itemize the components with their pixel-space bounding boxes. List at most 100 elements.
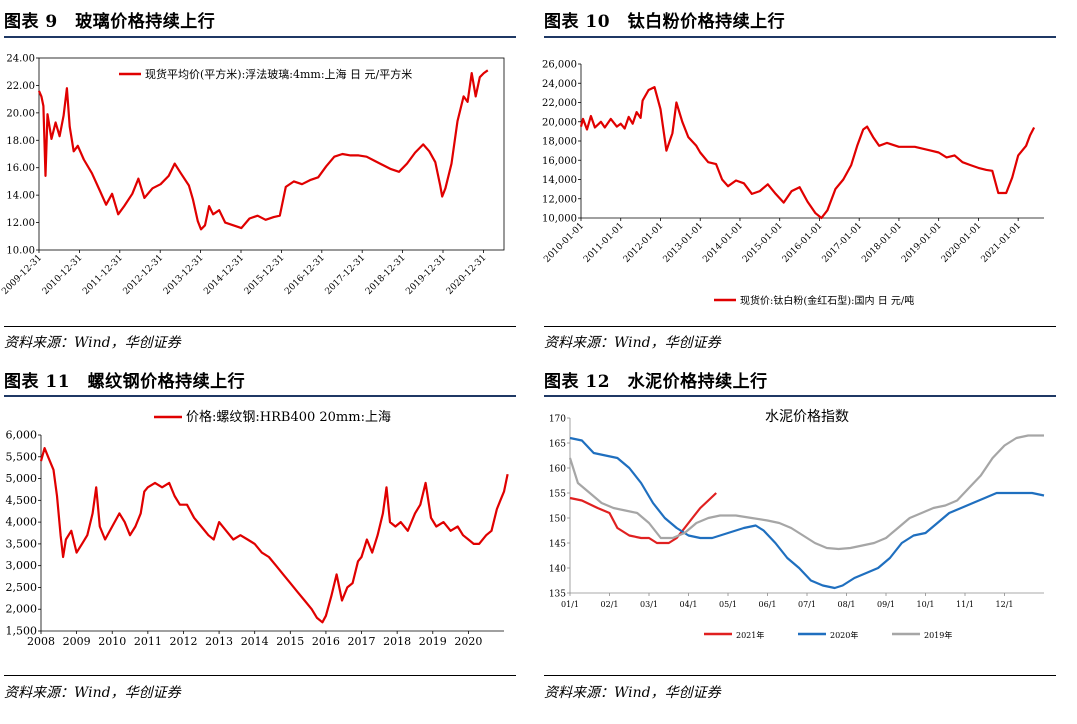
y-tick-label: 155 <box>549 490 566 500</box>
x-tick-label: 2017-01-01 <box>821 221 865 265</box>
x-tick-label: 2018 <box>383 635 411 648</box>
plot-frame <box>38 57 505 251</box>
x-tick-label: 2015-01-01 <box>741 221 785 265</box>
source-rule <box>544 326 1056 327</box>
y-tick-label: 140 <box>549 565 566 575</box>
y-tick-label: 4,000 <box>6 516 38 529</box>
x-tick-label: 06/1 <box>759 600 777 609</box>
x-tick-label: 2020-12-31 <box>445 253 489 297</box>
x-tick-label: 10/1 <box>917 600 935 609</box>
y-tick-label: 160 <box>549 465 566 475</box>
x-tick-label: 2012 <box>169 635 197 648</box>
y-tick-label: 20.00 <box>6 108 35 119</box>
source-rule <box>4 326 516 327</box>
y-tick-label: 16,000 <box>542 156 577 167</box>
y-tick-label: 18,000 <box>542 137 577 148</box>
y-tick-label: 16.00 <box>6 163 35 174</box>
y-tick-label: 2,500 <box>6 581 38 594</box>
panel-titanium: 图表 10 钛白粉价格持续上行 10,000 12,000 14,000 16,000… <box>542 0 1056 362</box>
source-rule <box>544 675 1056 676</box>
x-tick-label: 2010-01-01 <box>542 221 586 265</box>
y-tick-label: 5,500 <box>6 450 38 463</box>
y-tick-label: 5,000 <box>6 472 38 485</box>
legend-label: 2021年 <box>736 630 764 640</box>
y-tick-label: 1,500 <box>6 625 38 638</box>
x-tick-label: 2013-12-31 <box>162 253 206 297</box>
x-tick-label: 2017 <box>348 635 376 648</box>
x-tick-label: 2011 <box>134 635 162 648</box>
series-line <box>579 86 1036 220</box>
x-tick-label: 2017-12-31 <box>324 253 368 297</box>
y-tick-label: 10,000 <box>542 214 577 225</box>
x-tick-label: 2011-12-31 <box>81 253 125 297</box>
panel-title: 图表 11 螺纹钢价格持续上行 <box>4 372 246 392</box>
x-tick-label: 03/1 <box>640 600 658 609</box>
chart-cement-index: 135 140 145 150 155 160 165 170 01/1 02/1 03/1 04/1… <box>549 409 1045 640</box>
x-tick-label: 11/1 <box>956 600 974 609</box>
x-tick-label: 2016 <box>312 635 340 648</box>
x-tick-label: 2015 <box>276 635 304 648</box>
y-tick-label: 3,000 <box>6 559 38 572</box>
x-tick-label: 2019-01-01 <box>900 221 944 265</box>
x-tick-label: 2010-12-31 <box>41 253 85 297</box>
legend-label: 现货平均价(平方米):浮法玻璃:4mm:上海 日 元/平方米 <box>145 67 412 81</box>
y-tick-label: 24.00 <box>6 54 35 65</box>
y-tick-label: 6,000 <box>6 429 38 442</box>
x-tick-label: 08/1 <box>838 600 856 609</box>
x-tick-label: 2012-01-01 <box>622 221 666 265</box>
title-rule <box>4 36 516 38</box>
chart-glass-price: 10.00 12.00 14.00 16.00 18.00 20.00 22.00 24.00… <box>0 54 505 297</box>
series-line <box>569 436 1045 590</box>
x-tick-label: 05/1 <box>719 600 737 609</box>
x-tick-label: 2008 <box>27 635 55 648</box>
panel-rebar: 图表 11 螺纹钢价格持续上行 1,500 2,000 2,500 3,000 3,50… <box>4 362 516 724</box>
x-tick-label: 2020 <box>454 635 482 648</box>
x-tick-label: 2014 <box>241 635 269 648</box>
source-note: 资料来源：Wind，华创证券 <box>4 685 181 701</box>
panel-title: 图表 10 钛白粉价格持续上行 <box>544 12 786 32</box>
x-tick-label: 2018-12-31 <box>364 253 408 297</box>
chart-rebar-price: 1,500 2,000 2,500 3,000 3,500 4,000 4,500 5,000… <box>6 409 509 648</box>
panel-glass: 图表 9 玻璃价格持续上行 10.00 12.00 14.00 16.00 18.00 2… <box>0 0 516 362</box>
y-tick-label: 26,000 <box>542 60 577 71</box>
y-tick-label: 3,500 <box>6 537 38 550</box>
series-line <box>569 492 717 545</box>
x-tick-label: 2021-01-01 <box>980 221 1024 265</box>
y-tick-label: 10.00 <box>6 246 35 257</box>
x-tick-label: 2011-01-01 <box>582 221 626 265</box>
x-tick-label: 04/1 <box>680 600 698 609</box>
legend-label: 2019年 <box>924 630 952 640</box>
x-tick-label: 2009-12-31 <box>0 253 44 297</box>
y-tick-label: 165 <box>549 440 566 450</box>
x-tick-label: 2013 <box>205 635 233 648</box>
source-note: 资料来源：Wind，华创证券 <box>4 335 181 351</box>
x-tick-label: 2019-12-31 <box>404 253 448 297</box>
y-tick-label: 12.00 <box>6 218 35 229</box>
x-tick-label: 2016-12-31 <box>283 253 327 297</box>
chart-titanium-price: 10,000 12,000 14,000 16,000 18,000 20,000 22,0… <box>542 60 1044 307</box>
x-tick-label: 2018-01-01 <box>860 221 904 265</box>
y-tick-label: 22.00 <box>6 81 35 92</box>
legend-label: 2020年 <box>830 630 858 640</box>
y-tick-label: 12,000 <box>542 194 577 205</box>
series-line <box>39 447 509 624</box>
y-tick-label: 135 <box>549 590 566 600</box>
y-tick-label: 145 <box>549 540 566 550</box>
panel-cement: 图表 12 水泥价格持续上行 135 140 145 150 155 160 165 170 0… <box>544 362 1056 724</box>
y-tick-label: 170 <box>549 415 566 425</box>
x-tick-label: 2019 <box>419 635 447 648</box>
panel-title: 图表 9 玻璃价格持续上行 <box>4 12 216 32</box>
source-note: 资料来源：Wind，华创证券 <box>544 685 721 701</box>
x-tick-label: 2012-12-31 <box>122 253 166 297</box>
x-tick-label: 2010 <box>98 635 126 648</box>
x-tick-label: 07/1 <box>798 600 816 609</box>
source-note: 资料来源：Wind，华创证券 <box>544 335 721 351</box>
x-tick-label: 12/1 <box>996 600 1014 609</box>
x-tick-label: 2015-12-31 <box>243 253 287 297</box>
x-tick-label: 2016-01-01 <box>781 221 825 265</box>
title-rule <box>544 395 1056 397</box>
x-tick-label: 2014-01-01 <box>701 221 745 265</box>
x-tick-label: 2020-01-01 <box>940 221 984 265</box>
panel-title: 图表 12 水泥价格持续上行 <box>544 372 768 392</box>
y-tick-label: 14,000 <box>542 175 577 186</box>
